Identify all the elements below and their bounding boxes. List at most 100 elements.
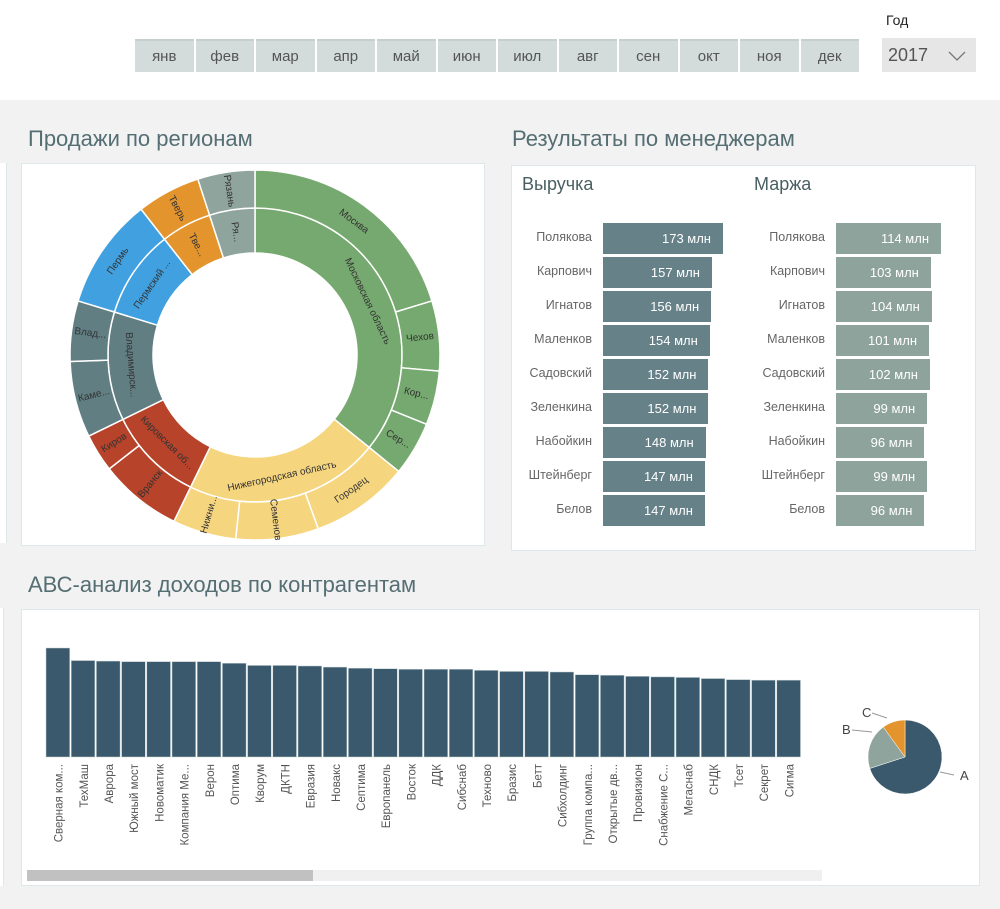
abc-bar[interactable] <box>121 661 146 758</box>
abc-category-label: Сибснаб <box>457 764 469 811</box>
revenue-bar[interactable]: 147 млн <box>603 495 705 526</box>
abc-category-label: Провизион <box>633 764 645 822</box>
abc-bar[interactable] <box>600 675 625 758</box>
abc-bar[interactable] <box>398 669 423 758</box>
abc-scrollbar-track[interactable] <box>27 870 822 881</box>
month-button-1[interactable]: янв <box>135 39 194 72</box>
revenue-bar[interactable]: 147 млн <box>603 461 705 492</box>
abc-pie-slice-A[interactable] <box>869 719 943 795</box>
revenue-manager-name: Белов <box>556 502 592 516</box>
outer-segment[interactable]: Каме... <box>69 359 124 438</box>
margin-bar[interactable]: 102 млн <box>836 359 930 390</box>
outer-segment[interactable]: Чехов <box>394 299 441 372</box>
month-button-10[interactable]: окт <box>679 39 738 72</box>
abc-category-label: Кворум <box>255 764 267 803</box>
abc-bar[interactable] <box>574 674 600 758</box>
margin-bar[interactable]: 96 млн <box>836 427 925 458</box>
abc-bar[interactable] <box>675 677 700 758</box>
revenue-manager-name: Зеленкина <box>530 400 592 414</box>
revenue-bar[interactable]: 154 млн <box>603 325 710 356</box>
margin-bar[interactable]: 104 млн <box>836 291 932 322</box>
abc-bar[interactable] <box>45 647 70 758</box>
abc-bar[interactable] <box>549 671 574 758</box>
month-button-4[interactable]: апр <box>316 39 375 72</box>
margin-bar[interactable]: 103 млн <box>836 257 931 288</box>
abc-bar[interactable] <box>171 661 196 758</box>
abc-pie-slice-C[interactable] <box>882 719 906 758</box>
abc-bar[interactable] <box>776 679 801 758</box>
revenue-bar[interactable]: 148 млн <box>603 427 706 458</box>
inner-label: Владимирск... <box>123 332 139 398</box>
abc-bar[interactable] <box>474 670 499 758</box>
abc-category-label: Верон <box>205 764 217 797</box>
abc-bar[interactable] <box>650 676 675 758</box>
revenue-manager-name: Штейнберг <box>528 468 592 482</box>
abc-pie-slice-B[interactable] <box>867 726 906 769</box>
month-button-2[interactable]: фев <box>195 39 254 72</box>
abc-bar[interactable] <box>348 667 373 758</box>
abc-bar[interactable] <box>423 669 448 758</box>
abc-category-label: Секрет <box>759 763 771 801</box>
abc-bar[interactable] <box>272 665 297 758</box>
abc-category-label: Бразис <box>507 764 519 802</box>
abc-bar[interactable] <box>751 679 776 758</box>
revenue-bar[interactable]: 156 млн <box>603 291 712 322</box>
abc-category-label: ТехМаш <box>79 764 91 808</box>
month-button-9[interactable]: сен <box>619 39 678 72</box>
month-button-6[interactable]: июн <box>437 39 496 72</box>
regions-panel: Московская область Нижегородская область К… <box>21 163 485 546</box>
abc-bar[interactable] <box>726 679 751 758</box>
month-button-5[interactable]: май <box>377 39 436 72</box>
month-button-12[interactable]: дек <box>800 39 859 72</box>
month-button-8[interactable]: авг <box>558 39 617 72</box>
abc-scrollbar-thumb[interactable] <box>27 870 313 881</box>
abc-bar[interactable] <box>247 665 272 758</box>
revenue-bar[interactable]: 152 млн <box>603 393 709 424</box>
managers-panel: Выручка Маржа Полякова 173 млн Полякова 114… <box>511 165 976 551</box>
inner-segment[interactable]: Владимирск... <box>107 311 165 421</box>
outer-segment[interactable]: Городец <box>304 446 400 530</box>
month-button-7[interactable]: июл <box>498 39 557 72</box>
abc-bar[interactable] <box>196 661 222 758</box>
margin-bar[interactable]: 96 млн <box>836 495 925 526</box>
abc-category-label: Евразия <box>306 764 318 808</box>
margin-manager-name: Набойкин <box>768 434 825 448</box>
margin-bar[interactable]: 114 млн <box>836 223 941 254</box>
abc-category-label: Бетт <box>532 763 544 788</box>
abc-bar[interactable] <box>625 676 650 758</box>
margin-bar[interactable]: 99 млн <box>836 461 928 492</box>
abc-bar-chart: Сверная ком... ТехМаш Аврора Южный мост Ново… <box>45 647 969 846</box>
abc-category-label: Южный мост <box>129 763 141 833</box>
revenue-bar[interactable]: 157 млн <box>603 257 712 288</box>
outer-segment[interactable]: Семенов <box>234 492 320 541</box>
abc-bar[interactable] <box>70 660 96 758</box>
revenue-bar[interactable]: 173 млн <box>603 223 723 254</box>
abc-bar[interactable] <box>322 666 348 758</box>
abc-bar[interactable] <box>96 660 121 758</box>
revenue-bar[interactable]: 152 млн <box>603 359 709 390</box>
abc-bar[interactable] <box>146 661 171 758</box>
revenue-manager-name: Маленков <box>534 332 592 346</box>
outer-segment[interactable]: Кор... <box>390 366 441 426</box>
abc-bar[interactable] <box>448 669 474 758</box>
month-button-11[interactable]: ноя <box>740 39 799 72</box>
abc-category-label: СНДК <box>709 764 721 795</box>
abc-bar[interactable] <box>297 665 322 758</box>
inner-segment[interactable]: Пермский ... <box>113 238 194 327</box>
abc-bar[interactable] <box>222 663 247 758</box>
abc-pie-label: A <box>960 768 969 783</box>
year-dropdown[interactable]: 2017 <box>882 38 976 72</box>
abc-bar[interactable] <box>499 671 524 758</box>
abc-bar[interactable] <box>524 671 549 758</box>
abc-bar[interactable] <box>700 678 726 758</box>
margin-bar[interactable]: 101 млн <box>836 325 930 356</box>
outer-segment[interactable]: Рязань <box>196 169 256 217</box>
abc-category-label: Сверная ком... <box>54 764 66 842</box>
outer-segment[interactable]: Влад... <box>69 299 116 363</box>
margin-bar[interactable]: 99 млн <box>836 393 928 424</box>
abc-bar[interactable] <box>373 668 398 758</box>
month-button-3[interactable]: мар <box>256 39 315 72</box>
outer-arc[interactable] <box>196 169 256 217</box>
top-filter-bar: янв фев мар апр май июн июл авг сен окт ноя дек Год… <box>0 0 1000 100</box>
